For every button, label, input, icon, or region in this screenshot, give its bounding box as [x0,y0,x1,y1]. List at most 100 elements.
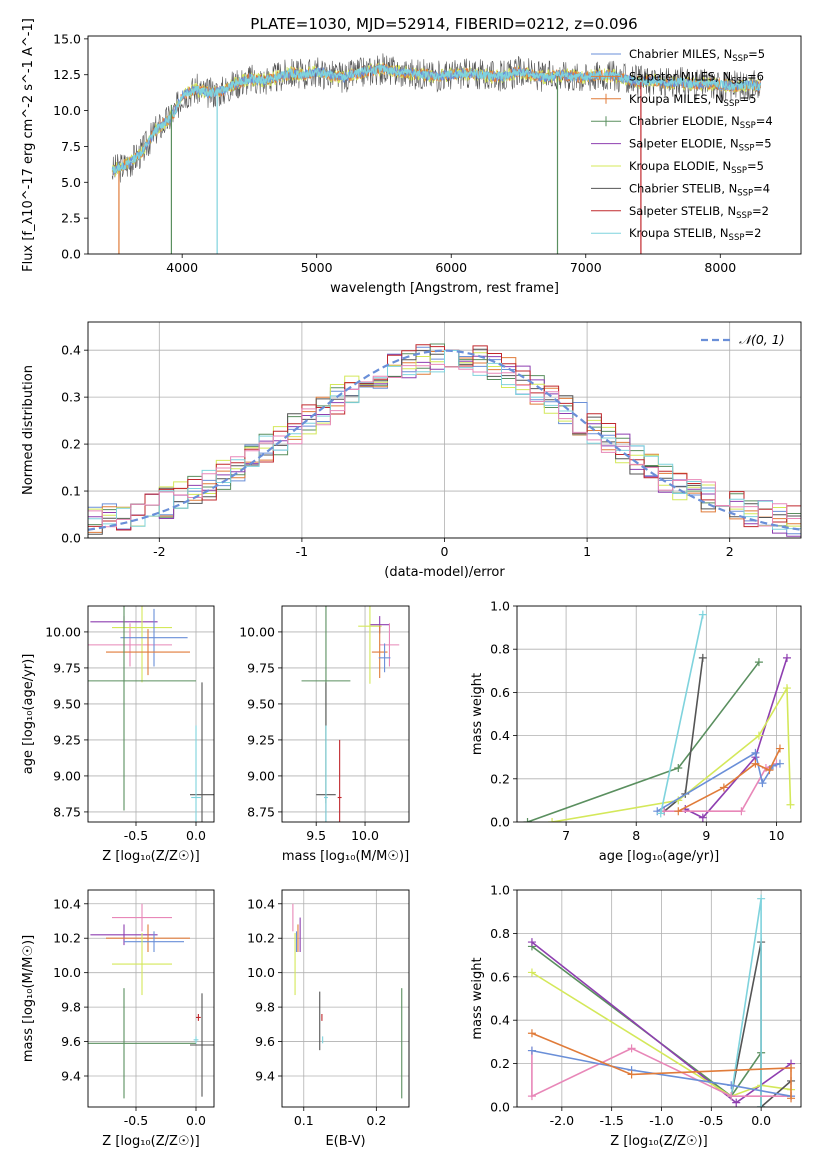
figure-title: PLATE=1030, MJD=52914, FIBERID=0212, z=0… [250,15,637,33]
residuals-axes: -2 -1 0 1 2 0.0 0.1 0.2 0.3 0.4 (data-model)/error… [21,321,802,580]
y-tick-label: 0.6 [490,969,510,984]
x-axis-label: E(B-V) [325,1134,365,1149]
y-tick-label: 8.75 [53,804,81,819]
mass-weight-marker [751,748,760,757]
x-tick-label: -2.0 [550,1113,574,1128]
x-tick-label: 2 [726,544,734,559]
errorbar-point [193,1036,199,1044]
legend-entry: 𝒩(0, 1) [739,332,785,347]
errorbar-point [190,993,214,1097]
mass-weight-marker [775,744,784,753]
y-tick-label: 2.5 [61,211,81,226]
y-tick-label: 9.00 [53,768,81,783]
errorbar-point [88,988,196,1099]
x-axis-label: wavelength [Angstrom, rest frame] [330,281,559,296]
mass-weight-marker [653,807,662,816]
y-tick-label: 9.50 [247,696,275,711]
y-tick-label: 10.4 [247,896,275,911]
x-tick-label: 7 [562,828,570,843]
y-tick-label: 9.25 [247,732,275,747]
x-tick-label: 6000 [435,260,467,275]
mass-weight-marker [787,1094,796,1103]
y-tick-label: 9.4 [255,1069,275,1084]
age_vs_mass-axes: 9.5 10.0 8.75 9.00 9.25 9.50 9.75 10.00 mass [lo… [239,605,410,864]
x-tick-label: -0.5 [124,1113,148,1128]
x-axis-label: (data-model)/error [384,565,505,580]
mass-weight-line [660,614,704,814]
y-tick-label: 5.0 [61,175,81,190]
errorbar-point [88,606,196,811]
x-axis-label: mass [log₁₀(M/M☉)] [282,849,409,864]
mass-weight-marker [754,731,763,740]
y-axis-label: mass [log₁₀(M/M☉)] [21,935,36,1062]
mass-weight-marker [719,783,728,792]
mass-weight-marker [627,1070,636,1079]
mass-weight-marker [737,807,746,816]
errorbar-point [88,623,172,667]
errorbar-point [112,606,172,683]
axes-frame [281,889,410,1108]
y-tick-label: 0.4 [490,728,510,743]
x-tick-label: -2 [153,544,165,559]
legend-entry: Chabrier ELODIE, NSSP=4 [629,114,773,131]
legend-entry: Chabrier MILES, NSSP=5 [629,47,765,64]
y-axis-label: mass weight [470,957,485,1039]
y-axis-label: Normed distribution [21,365,36,495]
y-axis-label: mass weight [470,673,485,755]
mass-weight-marker [527,1046,536,1055]
y-tick-label: 0.0 [490,815,510,830]
y-tick-label: 10.0 [247,965,275,980]
mass_vs_ebv-plot-area [282,890,409,1107]
x-tick-label: 0.2 [366,1113,386,1128]
mass-weight-marker [758,779,767,788]
errorbar-point [106,924,190,952]
y-tick-label: 7.5 [61,139,81,154]
residuals-plot-area [88,322,801,538]
y-tick-label: 0.8 [490,926,510,941]
x-axis-label: age [log₁₀(age/yr)] [599,849,720,864]
x-tick-label: 5000 [301,260,333,275]
mass-weight-marker [765,766,774,775]
y-tick-label: 9.8 [255,1000,275,1015]
spectrum-line [111,63,762,176]
y-tick-label: 10.0 [53,965,81,980]
mass_vs_Z-axes: -0.5 0.0 9.4 9.6 9.8 10.0 10.2 10.4 Z [log₁₀(Z/Z… [21,889,215,1149]
x-tick-label: 10 [769,828,785,843]
mass-weight-marker [727,1092,736,1101]
errorbar-point [378,643,391,673]
errorbar-point [106,629,190,676]
errorbar-point [124,931,184,952]
errorbar-point [371,626,388,678]
y-tick-label: 8.75 [247,804,275,819]
mass-weight-marker [523,818,532,822]
x-tick-label: 9 [702,828,710,843]
mass-weight-line [531,1032,792,1099]
errorbar-point [324,725,328,822]
mass-weight-marker [727,1081,736,1090]
mass-weight-marker [527,1029,536,1038]
mass_vs_ebv-axes: 0.1 0.2 9.4 9.6 9.8 10.0 10.2 10.4 E(B-V) [247,889,410,1149]
y-tick-label: 0.0 [61,531,81,546]
mass-weight-marker [732,1098,741,1107]
mass-weight-marker [782,653,791,662]
x-tick-label: 0 [441,544,449,559]
mass-weight-line [531,971,792,1098]
mass-weight-marker [548,818,557,822]
mass-weight-marker [698,610,707,619]
age_vs_mass-plot-area [282,606,409,822]
y-tick-label: 10.0 [53,103,81,118]
y-tick-label: 0.2 [490,771,510,786]
mass-weight-marker [698,813,707,822]
mass-weight-marker [656,809,665,818]
massweight_vs_age-plot-area [517,606,801,822]
legend-entry: Salpeter MILES, NSSP=6 [629,69,764,86]
legend-entry: Kroupa ELODIE, NSSP=5 [629,159,764,176]
errorbar-point [358,606,382,684]
x-tick-label: 10.0 [351,828,379,843]
x-tick-label: 8 [632,828,640,843]
axes-frame [87,321,802,539]
mass-weight-marker [627,1044,636,1053]
mass-weight-marker [754,658,763,667]
errorbar-point [191,725,201,822]
